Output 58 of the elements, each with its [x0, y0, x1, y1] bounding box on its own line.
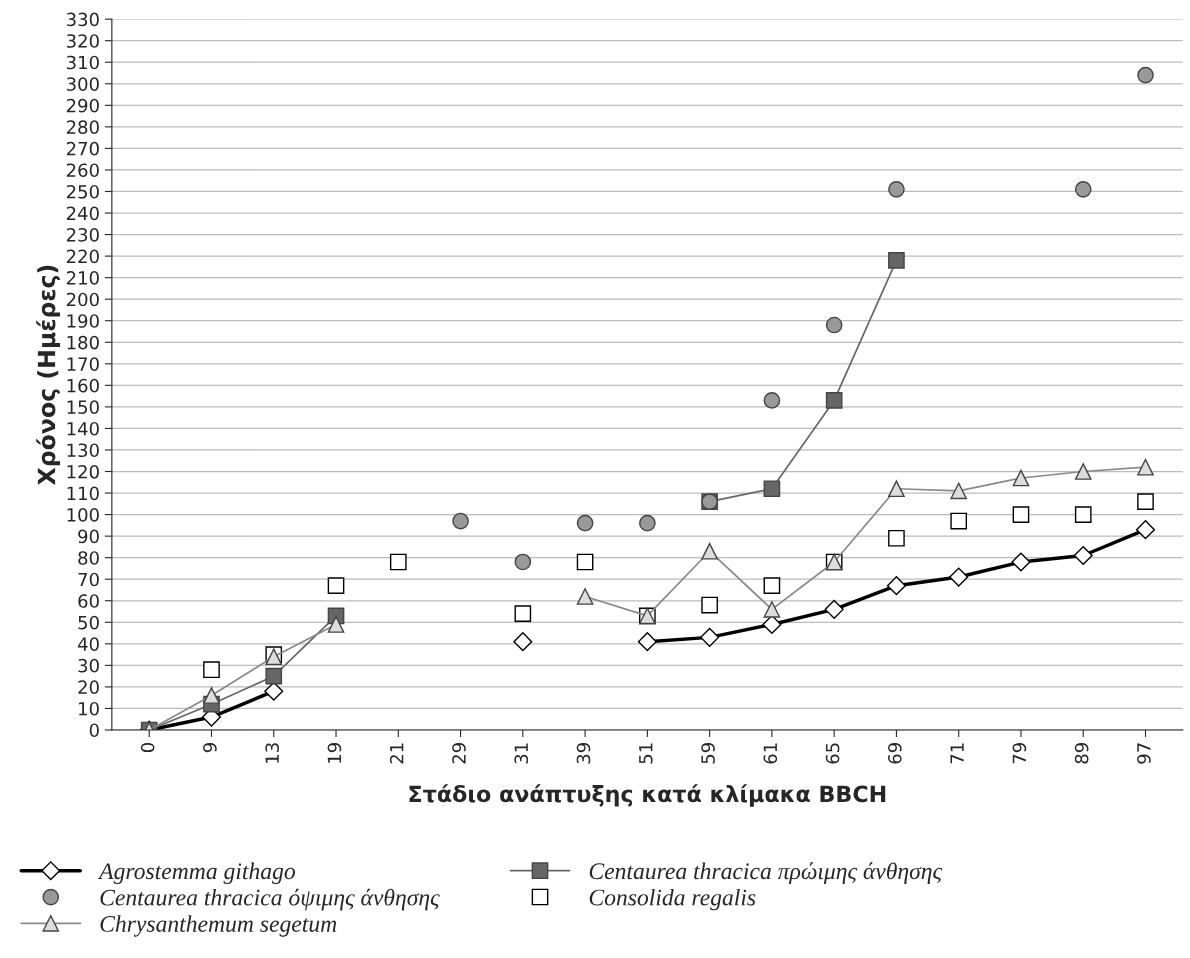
y-tick-label: 180 [67, 335, 99, 350]
legend-label: Chrysanthemum segetum [100, 915, 337, 937]
y-tick-label: 100 [67, 508, 99, 522]
y-tick-label: 300 [66, 77, 99, 91]
x-tick-label: 71 [950, 743, 964, 764]
y-tick-label: 70 [78, 572, 99, 587]
y-tick-label: 260 [66, 163, 99, 178]
y-tick-label: 210 [66, 271, 99, 285]
y-tick-label: 60 [78, 594, 99, 608]
x-tick-label: 19 [327, 743, 342, 763]
y-tick-label: 110 [67, 486, 99, 501]
legend-label: Agrostemma githago [97, 862, 295, 884]
y-tick-label: 90 [78, 529, 99, 544]
y-tick-label: 30 [78, 658, 99, 673]
y-tick-label: 250 [66, 184, 99, 199]
y-axis-title: Χρόνος (Ημέρες) [36, 265, 61, 485]
y-tick-label: 230 [66, 228, 99, 242]
y-tick-label: 10 [79, 701, 99, 716]
legend-label: Centaurea thracica πρώιμης άνθησης [589, 862, 943, 885]
y-tick-label: 290 [66, 98, 99, 113]
x-tick-label: 29 [452, 743, 466, 764]
x-tick-label: 13 [265, 743, 279, 763]
x-tick-label: 31 [514, 743, 529, 764]
y-tick-label: 170 [67, 357, 99, 371]
y-tick-label: 0 [89, 723, 99, 738]
x-tick-label: 0 [140, 743, 155, 753]
x-tick-label: 51 [639, 743, 653, 764]
y-tick-label: 330 [66, 12, 99, 27]
x-tick-label: 65 [825, 743, 840, 764]
y-tick-label: 150 [67, 400, 99, 415]
y-tick-label: 220 [66, 249, 99, 264]
x-tick-label: 61 [763, 743, 778, 764]
x-tick-label: 39 [576, 743, 591, 764]
x-tick-label: 9 [203, 743, 217, 753]
x-tick-label: 97 [1137, 743, 1151, 764]
legend-label: Centaurea thracica όψιμης άνθησης [100, 888, 440, 911]
x-tick-label: 79 [1012, 743, 1027, 764]
y-tick-label: 120 [67, 464, 99, 479]
x-tick-label: 21 [389, 743, 404, 764]
y-tick-label: 20 [78, 680, 99, 695]
x-tick-label: 59 [701, 743, 715, 764]
y-tick-label: 130 [67, 443, 99, 458]
y-tick-label: 270 [66, 141, 99, 156]
x-axis-title: Στάδιο ανάπτυξης κατά κλίμακα BBCH [409, 784, 886, 807]
y-tick-label: 80 [78, 551, 99, 565]
y-tick-label: 160 [67, 378, 99, 393]
y-tick-label: 280 [66, 120, 99, 134]
legend-label: Consolida regalis [589, 888, 756, 911]
y-tick-label: 310 [66, 55, 99, 70]
y-tick-label: 190 [67, 314, 99, 328]
y-tick-label: 40 [77, 637, 99, 651]
y-tick-label: 140 [67, 421, 99, 436]
x-tick-label: 89 [1074, 743, 1089, 764]
y-tick-label: 240 [66, 206, 99, 221]
y-tick-label: 50 [78, 615, 99, 630]
y-tick-label: 200 [66, 292, 99, 307]
x-tick-label: 69 [888, 743, 902, 764]
y-tick-label: 320 [66, 34, 99, 48]
